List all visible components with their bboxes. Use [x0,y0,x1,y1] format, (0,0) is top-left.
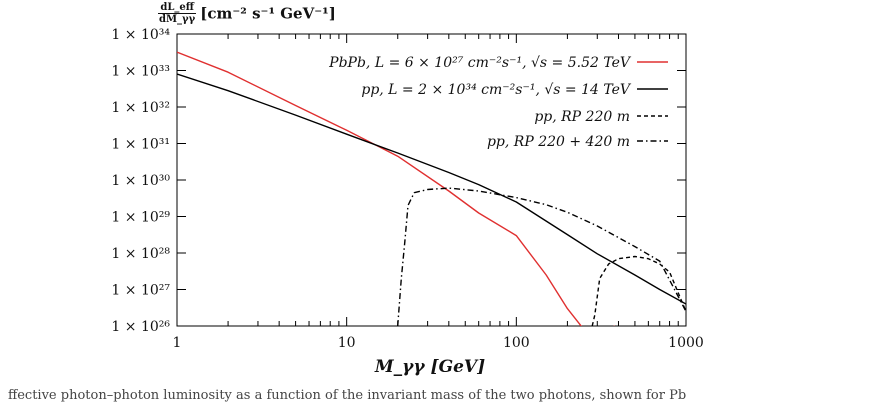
legend-label-4: pp, RP 220 + 420 m [487,134,630,150]
y-axis-label: dL_eff dM_γγ [cm⁻² s⁻¹ GeV⁻¹] [158,2,336,25]
legend-label-3: pp, RP 220 m [534,109,630,125]
legend-label-1: PbPb, L = 6 × 10²⁷ cm⁻²s⁻¹, √s = 5.52 Te… [328,55,632,71]
tick-layer: 1 10 100 1000 1 × 10²⁶ 1 × 10²⁷ 1 × 10²⁸ 1 × 10… [111,27,703,351]
y-tick-label: 1 × 10²⁸ [111,246,170,262]
y-tick-label: 1 × 10³³ [111,64,170,80]
x-tick-label: 1 [173,335,182,351]
series-line-3 [591,255,686,326]
x-axis-label: M_γγ [GeV] [374,357,485,377]
y-axis-label-denominator: dM_γγ [159,14,196,25]
legend-label-2: pp, L = 2 × 10³⁴ cm⁻²s⁻¹, √s = 14 TeV [361,82,632,98]
y-tick-label: 1 × 10³⁴ [111,27,170,43]
luminosity-chart: 1 10 100 1000 1 × 10²⁶ 1 × 10²⁷ 1 × 10²⁸ 1 × 10… [111,27,703,377]
x-tick-label: 100 [503,335,530,351]
series-layer [177,51,686,326]
y-axis-label-units: [cm⁻² s⁻¹ GeV⁻¹] [200,4,336,23]
y-tick-label: 1 × 10²⁹ [111,210,170,226]
y-axis-label-fraction: dL_eff dM_γγ [158,2,197,25]
y-tick-label: 1 × 10³² [111,100,170,116]
y-axis-label-numerator: dL_eff [158,2,197,14]
legend: PbPb, L = 6 × 10²⁷ cm⁻²s⁻¹, √s = 5.52 Te… [328,55,668,150]
series-line-4 [397,187,686,326]
y-tick-label: 1 × 10³¹ [111,137,170,153]
y-tick-label: 1 × 10²⁷ [111,283,170,299]
x-tick-label: 10 [338,335,356,351]
series-line-2 [177,73,686,305]
y-tick-label: 1 × 10²⁶ [111,319,170,335]
y-tick-label: 1 × 10³⁰ [111,173,170,189]
figure-caption-fragment: ffective photon–photon luminosity as a f… [8,388,687,403]
x-tick-label: 1000 [668,335,704,351]
series-line-1 [177,51,615,326]
